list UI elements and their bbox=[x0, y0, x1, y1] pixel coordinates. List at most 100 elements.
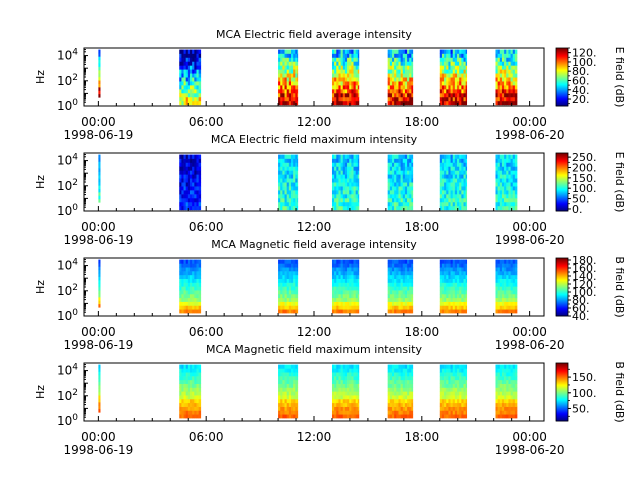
spectrogram-cell bbox=[179, 69, 182, 74]
spectrogram-cell bbox=[183, 77, 187, 82]
spectrogram-cell bbox=[450, 274, 454, 279]
spectrogram-cell bbox=[407, 364, 410, 369]
spectrogram-cell bbox=[331, 259, 335, 264]
spectrogram-cell bbox=[459, 376, 462, 381]
spectrogram-cell bbox=[293, 271, 296, 276]
spectrogram-cell bbox=[355, 376, 359, 381]
spectrogram-cell bbox=[194, 387, 197, 392]
spectrogram-cell bbox=[297, 379, 299, 384]
spectrogram-cell bbox=[411, 182, 414, 187]
spectrogram-cell bbox=[506, 271, 509, 276]
spectrogram-cell bbox=[497, 309, 501, 314]
spectrogram-cell bbox=[196, 379, 199, 384]
spectrogram-cell bbox=[457, 89, 460, 94]
spectrogram-cell bbox=[446, 395, 449, 400]
spectrogram-cell bbox=[497, 190, 501, 195]
spectrogram-cell bbox=[402, 190, 406, 195]
spectrogram-cell bbox=[349, 162, 352, 167]
spectrogram-cell bbox=[355, 290, 359, 295]
spectrogram-cell bbox=[196, 65, 199, 70]
spectrogram-cell bbox=[338, 170, 341, 175]
spectrogram-cell bbox=[194, 96, 197, 102]
spectrogram-cell bbox=[402, 414, 406, 419]
spectrogram-cell bbox=[295, 290, 298, 295]
spectrogram-cell bbox=[457, 305, 460, 310]
spectrogram-cell bbox=[344, 259, 348, 264]
spectrogram-cell bbox=[349, 61, 352, 66]
spectrogram-cell bbox=[349, 391, 352, 396]
spectrogram-cell bbox=[284, 96, 287, 102]
spectrogram-cell bbox=[278, 383, 281, 388]
spectrogram-cell bbox=[400, 263, 404, 268]
spectrogram-cell bbox=[459, 282, 462, 287]
spectrogram-cell bbox=[349, 49, 352, 54]
spectrogram-cell bbox=[194, 69, 197, 74]
spectrogram-cell bbox=[389, 395, 393, 400]
spectrogram-cell bbox=[454, 178, 458, 183]
spectrogram-cell bbox=[441, 162, 445, 167]
spectrogram-cell bbox=[280, 398, 283, 404]
spectrogram-cell bbox=[280, 89, 283, 94]
spectrogram-cell bbox=[514, 379, 518, 384]
spectrogram-cell bbox=[288, 271, 292, 276]
spectrogram-cell bbox=[389, 162, 393, 167]
spectrogram-cell bbox=[391, 61, 395, 66]
spectrogram-cell bbox=[98, 185, 101, 189]
spectrogram-cell bbox=[499, 49, 503, 54]
spectrogram-cell bbox=[444, 89, 447, 94]
spectrogram-cell bbox=[514, 263, 518, 268]
spectrogram-cell bbox=[387, 81, 391, 86]
spectrogram-cell bbox=[508, 278, 511, 283]
spectrogram-cell bbox=[506, 170, 509, 175]
spectrogram-cell bbox=[402, 263, 406, 268]
spectrogram-cell bbox=[340, 402, 344, 407]
spectrogram-cell bbox=[398, 271, 401, 276]
plot-frame bbox=[83, 362, 545, 422]
spectrogram-cell bbox=[355, 186, 359, 191]
spectrogram-cell bbox=[452, 259, 456, 264]
spectrogram-cell bbox=[501, 402, 505, 407]
spectrogram-cell bbox=[387, 100, 391, 106]
spectrogram-cell bbox=[293, 158, 296, 163]
spectrogram-cell bbox=[334, 73, 337, 78]
spectrogram-cell bbox=[280, 182, 283, 187]
spectrogram-cell bbox=[181, 178, 184, 183]
spectrogram-cell bbox=[402, 57, 406, 62]
spectrogram-cell bbox=[396, 100, 399, 106]
spectrogram-cell bbox=[394, 49, 397, 54]
spectrogram-cell bbox=[461, 49, 464, 54]
spectrogram-cell bbox=[441, 100, 445, 106]
spectrogram-cell bbox=[457, 290, 460, 295]
spectrogram-cell bbox=[347, 194, 350, 199]
spectrogram-cell bbox=[198, 372, 202, 377]
colorbar-swatch bbox=[556, 172, 568, 174]
spectrogram-cell bbox=[284, 406, 287, 411]
spectrogram-cell bbox=[396, 379, 399, 384]
colorbar-swatch bbox=[556, 153, 568, 155]
spectrogram-cell bbox=[291, 65, 294, 70]
spectrogram-cell bbox=[409, 93, 412, 98]
spectrogram-cell bbox=[407, 73, 410, 78]
spectrogram-cell bbox=[357, 182, 360, 187]
spectrogram-cell bbox=[194, 391, 197, 396]
spectrogram-cell bbox=[444, 395, 447, 400]
spectrogram-cell bbox=[495, 402, 498, 407]
spectrogram-cell bbox=[441, 69, 445, 74]
spectrogram-cell bbox=[508, 93, 511, 98]
spectrogram-cell bbox=[394, 100, 397, 106]
spectrogram-cell bbox=[387, 170, 391, 175]
y-tick-base: 10 bbox=[57, 99, 72, 113]
spectrogram-cell bbox=[398, 57, 401, 62]
spectrogram-cell bbox=[512, 73, 516, 78]
spectrogram-cell bbox=[353, 49, 356, 54]
spectrogram-cell bbox=[439, 201, 443, 207]
spectrogram-cell bbox=[284, 309, 287, 314]
colorbar-swatch bbox=[556, 308, 568, 310]
spectrogram-cell bbox=[280, 201, 283, 207]
spectrogram-cell bbox=[198, 201, 202, 207]
spectrogram-cell bbox=[452, 166, 456, 171]
spectrogram-cell bbox=[282, 49, 285, 54]
spectrogram-cell bbox=[331, 178, 335, 183]
spectrogram-cell bbox=[499, 178, 503, 183]
spectrogram-cell bbox=[407, 391, 410, 396]
